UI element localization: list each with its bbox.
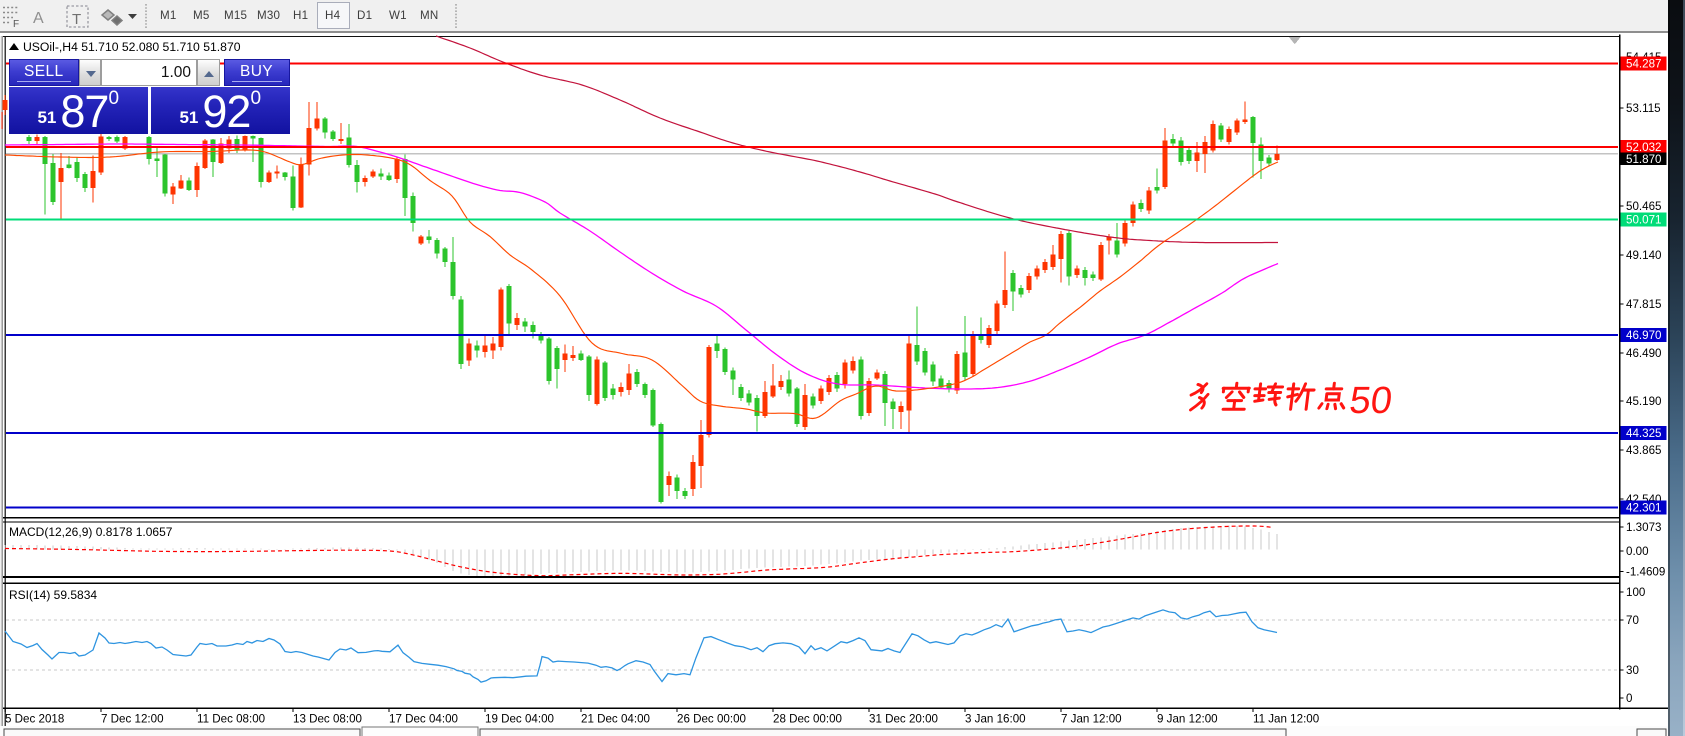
svg-text:7 Dec 12:00: 7 Dec 12:00 — [101, 713, 164, 726]
svg-text:52.032: 52.032 — [1626, 141, 1661, 154]
svg-text:A: A — [33, 10, 44, 27]
svg-text:MACD(12,26,9) 0.8178 1.0657: MACD(12,26,9) 0.8178 1.0657 — [9, 525, 173, 539]
svg-text:RSI(14) 59.5834: RSI(14) 59.5834 — [9, 588, 97, 602]
svg-text:31 Dec 20:00: 31 Dec 20:00 — [869, 713, 938, 726]
svg-text:46.490: 46.490 — [1626, 347, 1661, 360]
svg-text:30: 30 — [1626, 664, 1639, 677]
svg-text:43.865: 43.865 — [1626, 444, 1661, 457]
svg-text:47.815: 47.815 — [1626, 298, 1661, 311]
svg-text:50.465: 50.465 — [1626, 200, 1661, 213]
svg-text:46.970: 46.970 — [1626, 329, 1661, 342]
svg-text:13 Dec 08:00: 13 Dec 08:00 — [293, 713, 362, 726]
svg-text:3 Jan 16:00: 3 Jan 16:00 — [965, 713, 1026, 726]
svg-text:0.00: 0.00 — [1626, 545, 1649, 558]
svg-text:44.325: 44.325 — [1626, 427, 1661, 440]
svg-text:19 Dec 04:00: 19 Dec 04:00 — [485, 713, 554, 726]
svg-text:50: 50 — [1347, 379, 1395, 422]
svg-text:11 Jan 12:00: 11 Jan 12:00 — [1253, 713, 1319, 726]
svg-text:7 Jan 12:00: 7 Jan 12:00 — [1061, 713, 1122, 726]
svg-text:11 Dec 08:00: 11 Dec 08:00 — [197, 713, 265, 726]
svg-text:-1.4609: -1.4609 — [1626, 566, 1665, 579]
svg-text:42.301: 42.301 — [1626, 502, 1661, 515]
svg-text:49.140: 49.140 — [1626, 249, 1661, 262]
svg-text:0: 0 — [1626, 692, 1632, 705]
svg-text:70: 70 — [1626, 614, 1639, 627]
svg-text:28 Dec 00:00: 28 Dec 00:00 — [773, 713, 842, 726]
svg-text:50.071: 50.071 — [1626, 214, 1661, 227]
svg-text:26 Dec 00:00: 26 Dec 00:00 — [677, 713, 746, 726]
svg-text:100: 100 — [1626, 586, 1645, 599]
svg-text:5 Dec 2018: 5 Dec 2018 — [5, 713, 64, 726]
svg-text:53.115: 53.115 — [1626, 102, 1661, 115]
svg-text:51.870: 51.870 — [1626, 153, 1661, 166]
svg-text:45.190: 45.190 — [1626, 395, 1661, 408]
svg-text:21 Dec 04:00: 21 Dec 04:00 — [581, 713, 650, 726]
svg-text:9 Jan 12:00: 9 Jan 12:00 — [1157, 713, 1218, 726]
svg-text:USOil-,H4 51.710 52.080 51.71: USOil-,H4 51.710 52.080 51.710 51.870 — [23, 40, 241, 54]
svg-text:1.3073: 1.3073 — [1626, 521, 1661, 534]
svg-text:T: T — [72, 11, 81, 28]
svg-text:F: F — [13, 19, 19, 30]
svg-text:17 Dec 04:00: 17 Dec 04:00 — [389, 713, 458, 726]
svg-text:54.287: 54.287 — [1626, 58, 1661, 71]
